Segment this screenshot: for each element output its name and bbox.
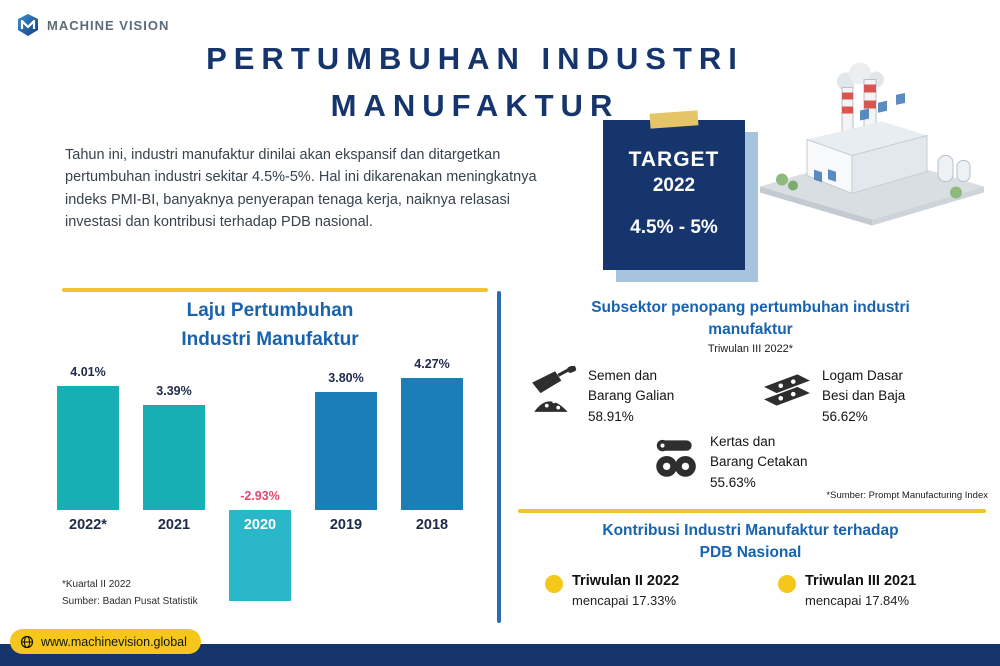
cement-icon [532,366,577,412]
bar-value-label: 3.80% [328,371,364,386]
subsector-item-kertas: Kertas dan Barang Cetakan 55.63% [650,432,808,493]
chart-footnote: *Kuartal II 2022 Sumber: Badan Pusat Sta… [62,576,292,610]
kontribusi-item-value: mencapai 17.33% [572,593,677,608]
subsector-item-line1: Semen dan [588,368,658,383]
steel-icon [764,374,810,406]
kontribusi-title: Kontribusi Industri Manufaktur terhadap … [513,520,988,565]
bullet-dot-icon [545,575,563,593]
subsector-item-value: 55.63% [710,474,756,490]
bar-year-label: 2019 [329,517,363,533]
subsector-item-value: 56.62% [822,408,868,424]
chart-bar-2019 [315,392,377,510]
target-box-group: TARGET 2022 4.5% - 5% [603,110,761,285]
subsector-item-text: Semen dan Barang Galian 58.91% [588,366,674,427]
kontribusi-item-1: Triwulan II 2022 mencapai 17.33% [545,573,679,608]
subsector-item-line1: Logam Dasar [822,368,904,383]
bar-value-label: 4.27% [414,356,450,371]
chart-title: Laju Pertumbuhan Industri Manufaktur [85,297,455,354]
footer-strip [0,644,1000,666]
chart-bar-2018 [401,377,463,510]
subsector-item-semen: Semen dan Barang Galian 58.91% [528,366,674,427]
bar-year-label: 2020 [243,517,277,533]
kontribusi-item-value: mencapai 17.84% [805,593,910,608]
page-title: PERTUMBUHAN INDUSTRI MANUFAKTUR [170,36,780,129]
chart-bar-2021 [143,404,205,510]
chart-footnote-line1: *Kuartal II 2022 [62,579,131,590]
globe-icon [20,635,34,648]
chart-bar-2022* [57,385,119,510]
page-title-line1: PERTUMBUHAN INDUSTRI [206,41,744,76]
divider-left [62,288,488,292]
subsector-item-line2: Barang Cetakan [710,454,808,470]
brand-name: MACHINE VISION [47,17,170,33]
chart-title-line2: Industri Manufaktur [181,328,359,350]
subsector-item-line2: Besi dan Baja [822,388,906,404]
target-label: TARGET [628,148,720,171]
website-url: www.machinevision.global [41,634,187,649]
subsector-title: Subsektor penopang pertumbuhan industri … [513,297,988,340]
divider-right [518,509,986,513]
kontribusi-item-label: Triwulan III 2021 [805,573,917,589]
subsector-item-text: Kertas dan Barang Cetakan 55.63% [710,432,808,493]
kontribusi-title-line1: Kontribusi Industri Manufaktur terhadap [602,522,899,539]
subsector-item-text: Logam Dasar Besi dan Baja 56.62% [822,366,905,427]
bar-value-label: 4.01% [70,364,106,379]
subsector-title-line1: Subsektor penopang pertumbuhan industri [591,299,910,316]
bar-year-label: 2022* [69,517,107,533]
tape-decoration [649,110,699,129]
chart-bar-2020 [229,510,291,601]
paper-icon [656,439,696,477]
website-link[interactable]: www.machinevision.global [10,629,201,654]
divider-vertical [497,291,501,623]
subsector-footnote: *Sumber: Prompt Manufacturing Index [826,490,988,501]
growth-bar-chart: 4.01% 2022* 3.39% 2021 -2.93% 2020 3.80% 2019 4.… [45,356,475,622]
kontribusi-title-line2: PDB Nasional [699,544,802,562]
machine-vision-logo-icon [18,14,38,36]
bullet-dot-icon [778,575,796,593]
page-title-line2: MANUFAKTUR [330,87,620,123]
bar-year-label: 2021 [157,517,191,533]
target-box: TARGET 2022 4.5% - 5% [603,110,745,270]
subsector-subtitle: Triwulan III 2022* [707,343,794,355]
intro-paragraph: Tahun ini, industri manufaktur dinilai a… [65,147,537,231]
kontribusi-item-label: Triwulan II 2022 [572,573,680,589]
bar-value-label: 3.39% [156,383,192,398]
subsector-item-line1: Kertas dan [710,434,776,449]
chart-title-line1: Laju Pertumbuhan [186,300,354,321]
subsector-item-value: 58.91% [588,408,634,424]
bar-value-label: -2.93% [240,489,280,503]
target-value: 4.5% - 5% [630,217,718,238]
subsector-item-line2: Barang Galian [588,388,675,404]
factory-illustration [752,60,992,233]
brand-logo: MACHINE VISION [16,13,169,37]
kontribusi-item-2: Triwulan III 2021 mencapai 17.84% [778,573,916,608]
subsector-item-logam: Logam Dasar Besi dan Baja 56.62% [762,366,905,427]
subsector-title-line2: manufaktur [708,320,793,338]
bar-year-label: 2018 [415,517,449,533]
chart-footnote-line2: Sumber: Badan Pusat Statistik [62,596,198,607]
target-year: 2022 [652,175,696,196]
